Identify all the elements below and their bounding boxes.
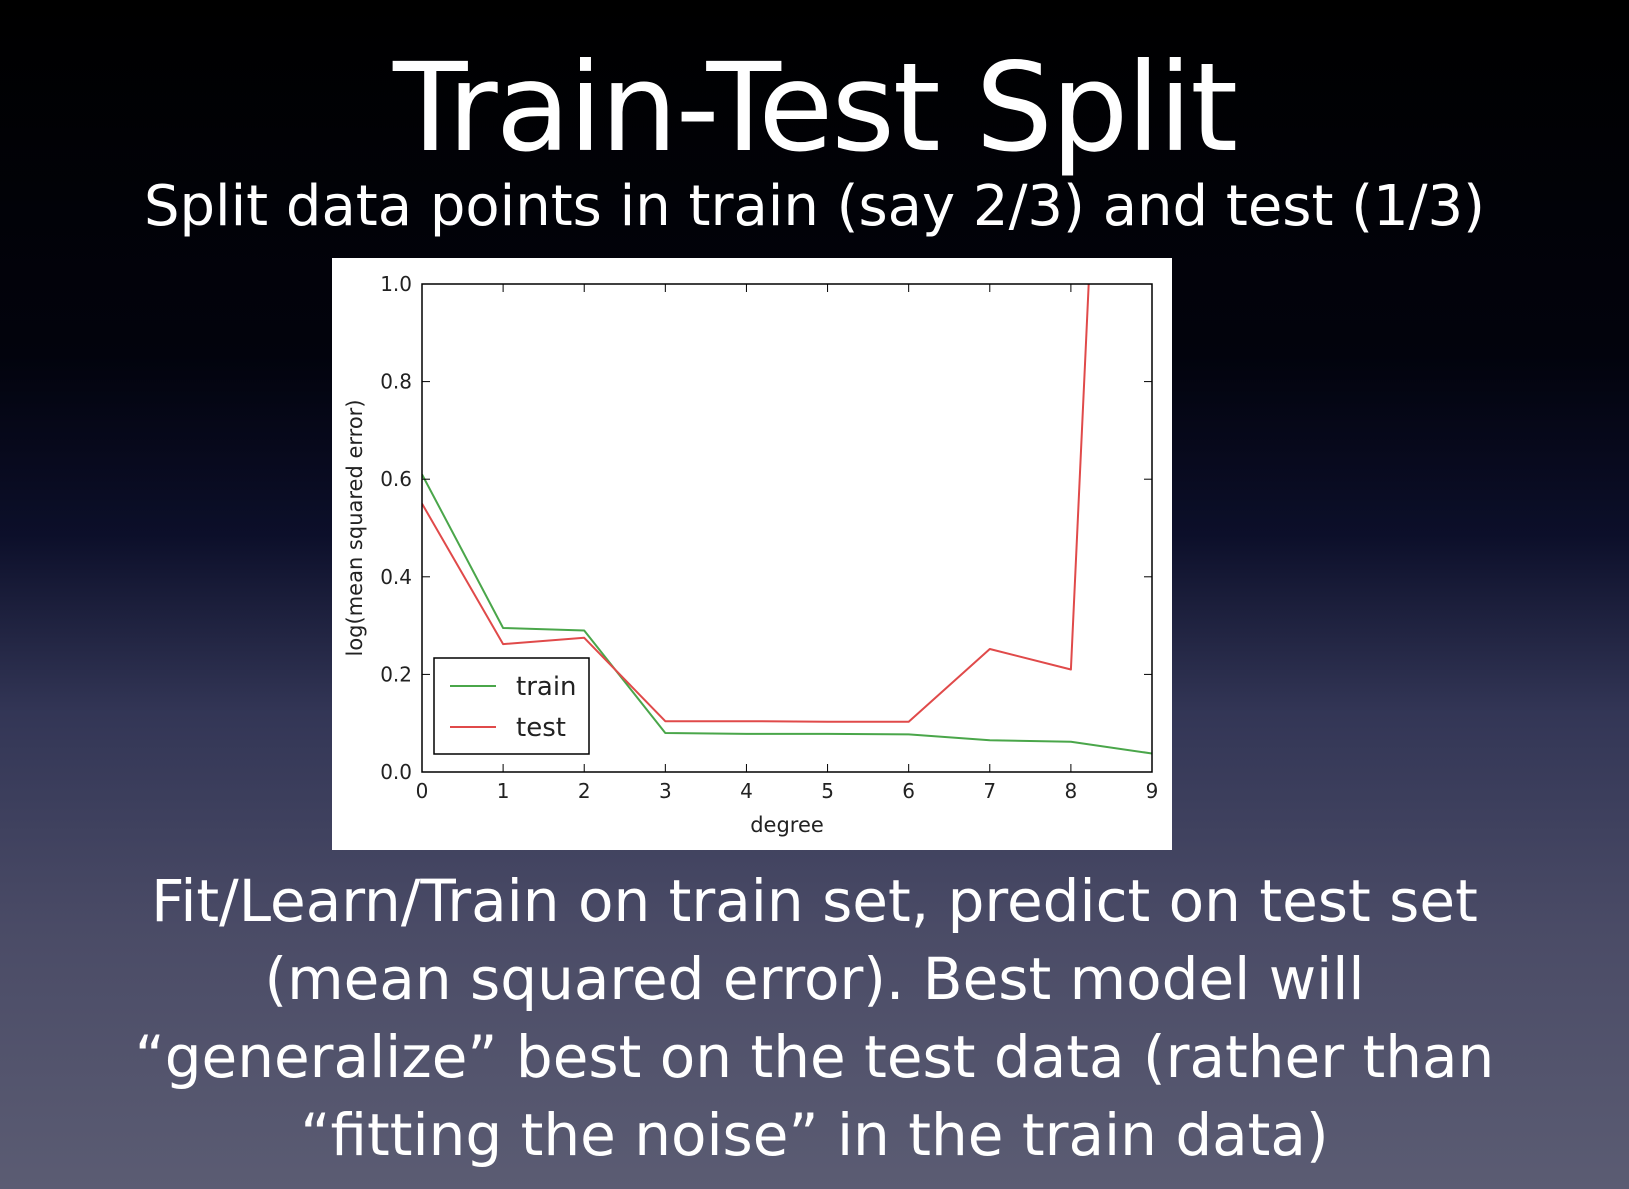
x-tick-label: 7 bbox=[983, 779, 996, 803]
x-axis-label: degree bbox=[750, 813, 824, 837]
legend-label-train: train bbox=[516, 672, 577, 702]
y-tick-label: 1.0 bbox=[380, 272, 412, 296]
slide-subtitle: Split data points in train (say 2/3) and… bbox=[143, 174, 1486, 239]
y-tick-label: 0.4 bbox=[380, 565, 412, 589]
legend: train test bbox=[433, 657, 590, 755]
series-line-train bbox=[422, 473, 1152, 755]
y-tick-label: 0.6 bbox=[380, 467, 412, 491]
plot-frame bbox=[421, 283, 1153, 773]
x-tick-label: 8 bbox=[1065, 779, 1078, 803]
y-axis-label: log(mean squared error) bbox=[343, 399, 367, 656]
x-tick-label: 3 bbox=[659, 779, 672, 803]
slide-body: Fit/Learn/Train on train set, predict on… bbox=[100, 862, 1529, 1174]
body-line-1: Fit/Learn/Train on train set, predict on… bbox=[151, 867, 1478, 935]
chart-figure: 0 1 2 3 4 5 6 7 8 9 0.0 0.2 0.4 0.6 0.8 1.0 degree log(me… bbox=[332, 258, 1172, 850]
body-line-3: “generalize” best on the test data (rath… bbox=[134, 1023, 1495, 1091]
slide-title: Train-Test Split bbox=[392, 37, 1238, 179]
x-tick-label: 6 bbox=[902, 779, 915, 803]
plot-content: 0 1 2 3 4 5 6 7 8 9 0.0 0.2 0.4 0.6 0.8 1.0 degree log(me… bbox=[343, 272, 1158, 837]
body-line-4: “fitting the noise” in the train data) bbox=[300, 1101, 1329, 1169]
x-tick-label: 0 bbox=[416, 779, 429, 803]
body-line-2: (mean squared error). Best model will bbox=[264, 945, 1365, 1013]
legend-label-test: test bbox=[516, 713, 566, 743]
x-tick-label: 5 bbox=[821, 779, 834, 803]
y-tick-label: 0.0 bbox=[380, 760, 412, 784]
x-tick-label: 2 bbox=[578, 779, 591, 803]
y-tick-label: 0.2 bbox=[380, 662, 412, 686]
x-tick-label: 9 bbox=[1146, 779, 1159, 803]
series-line-test bbox=[422, 284, 1090, 723]
y-tick-label: 0.8 bbox=[380, 370, 412, 394]
legend-box bbox=[433, 657, 590, 755]
x-tick-label: 4 bbox=[740, 779, 753, 803]
x-tick-label: 1 bbox=[497, 779, 510, 803]
line-chart: 0 1 2 3 4 5 6 7 8 9 0.0 0.2 0.4 0.6 0.8 1.0 degree log(me… bbox=[343, 272, 1158, 837]
